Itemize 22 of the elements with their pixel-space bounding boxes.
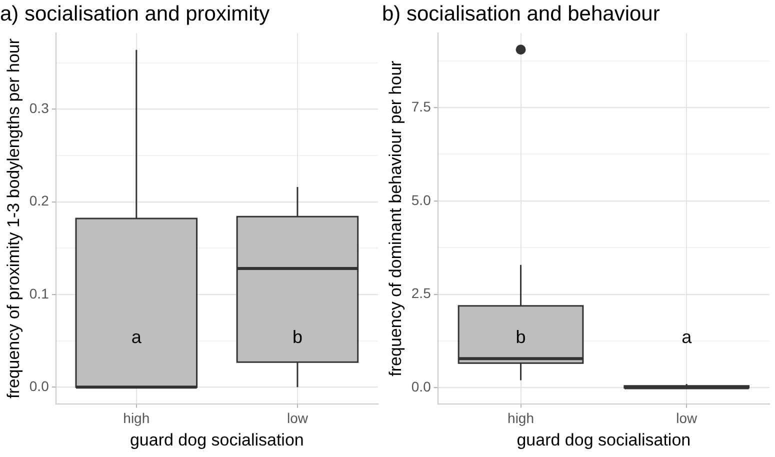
- chart-title: a) socialisation and proximity: [0, 2, 270, 26]
- x-tick-label: high: [123, 410, 150, 426]
- annotation: a: [131, 327, 142, 348]
- annotation: a: [682, 327, 693, 348]
- y-tick-label: 7.5: [411, 98, 432, 114]
- y-axis-title: frequency of proximity 1-3 bodylengths per hour: [4, 38, 23, 399]
- annotation: b: [292, 327, 302, 348]
- y-axis-title: frequency of dominant behaviour per hour: [386, 60, 405, 376]
- chart-title: b) socialisation and behaviour: [382, 2, 660, 26]
- y-tick-label: 0.2: [29, 192, 50, 209]
- x-axis-title: guard dog socialisation: [130, 430, 304, 450]
- y-tick-label: 0.3: [29, 100, 50, 116]
- x-tick-label: low: [676, 410, 698, 426]
- y-tick-label: 2.5: [411, 285, 432, 302]
- y-tick-label: 0.0: [411, 378, 432, 395]
- x-tick-label: low: [286, 410, 309, 426]
- y-tick-label: 5.0: [411, 192, 432, 208]
- y-tick-label: 0.0: [29, 378, 50, 394]
- y-tick-label: 0.1: [29, 285, 50, 302]
- x-tick-label: high: [508, 410, 534, 426]
- annotation: b: [516, 327, 526, 348]
- x-axis-title: guard dog socialisation: [516, 430, 691, 450]
